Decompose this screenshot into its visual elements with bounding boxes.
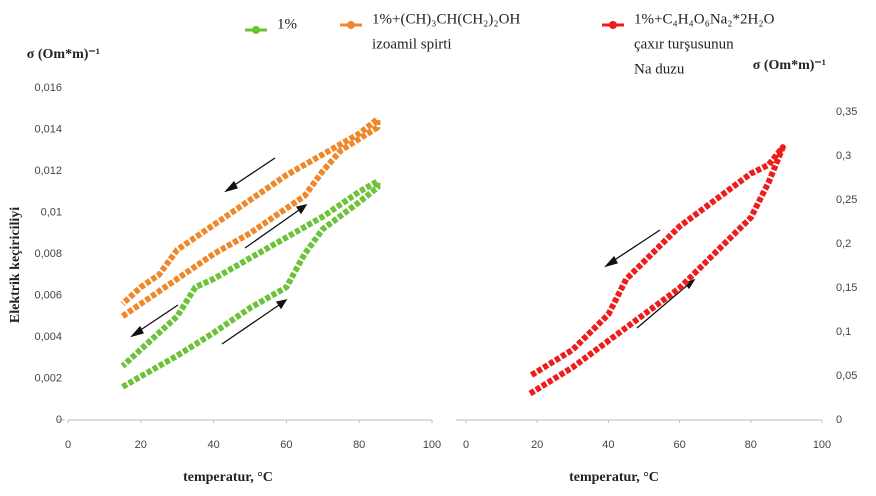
- y-tick-label: 0: [836, 414, 842, 426]
- legend-marker: [347, 21, 355, 29]
- x-tick-label: 80: [745, 439, 757, 451]
- y-axis-label: σ (Om*m)⁻¹: [753, 58, 826, 73]
- x-tick-label: 80: [353, 439, 365, 451]
- y-tick-label: 0,002: [34, 372, 62, 384]
- legend-marker: [252, 26, 260, 34]
- x-tick-label: 0: [65, 439, 71, 451]
- series-line: [120, 178, 381, 390]
- y-tick-label: 0,004: [34, 331, 62, 343]
- x-tick-label: 40: [207, 439, 219, 451]
- x-tick-label: 60: [280, 439, 292, 451]
- legend-marker: [609, 21, 617, 29]
- y-axis-label: σ (Om*m)⁻¹: [27, 47, 100, 62]
- x-axis-label: temperatur, °C: [569, 470, 659, 485]
- x-tick-label: 20: [531, 439, 543, 451]
- y-tick-label: 0,15: [836, 282, 857, 294]
- legend-label: 1%: [277, 16, 297, 32]
- y-tick-label: 0,05: [836, 370, 857, 382]
- legend-label: Na duzu: [634, 61, 685, 77]
- x-tick-label: 100: [423, 439, 441, 451]
- y-tick-label: 0,014: [34, 123, 62, 135]
- direction-arrows: [130, 157, 696, 345]
- legend-label: çaxır turşusunun: [634, 36, 734, 52]
- x-tick-label: 0: [463, 439, 469, 451]
- x-tick-label: 60: [673, 439, 685, 451]
- legend-label: 1%+(CH)₃CH(CH₂)₂OH: [372, 11, 520, 27]
- x-tick-label: 100: [813, 439, 831, 451]
- x-tick-label: 40: [602, 439, 614, 451]
- y-tick-label: 0,3: [836, 150, 851, 162]
- legend-label: izoamil spirti: [372, 36, 452, 52]
- y-tick-label: 0,1: [836, 326, 851, 338]
- x-axis-label: temperatur, °C: [183, 470, 273, 485]
- y-tick-label: 0,012: [34, 165, 62, 177]
- y-tick-label: 0,2: [836, 238, 851, 250]
- y-tick-label: 0: [56, 414, 62, 426]
- y-tick-label: 0,35: [836, 106, 857, 118]
- y-tick-label: 0,25: [836, 194, 857, 206]
- y-axis-title: Elektrik keçiriciliyi: [8, 207, 23, 323]
- legend-label: 1%+C₄H₄O₆Na₂*2H₂O: [634, 11, 775, 27]
- y-tick-label: 0,006: [34, 289, 62, 301]
- y-tick-label: 0,016: [34, 82, 62, 94]
- y-tick-label: 0,008: [34, 248, 62, 260]
- series-line: [528, 144, 786, 397]
- y-tick-label: 0,01: [41, 206, 62, 218]
- x-tick-label: 20: [135, 439, 147, 451]
- series-line: [120, 116, 381, 319]
